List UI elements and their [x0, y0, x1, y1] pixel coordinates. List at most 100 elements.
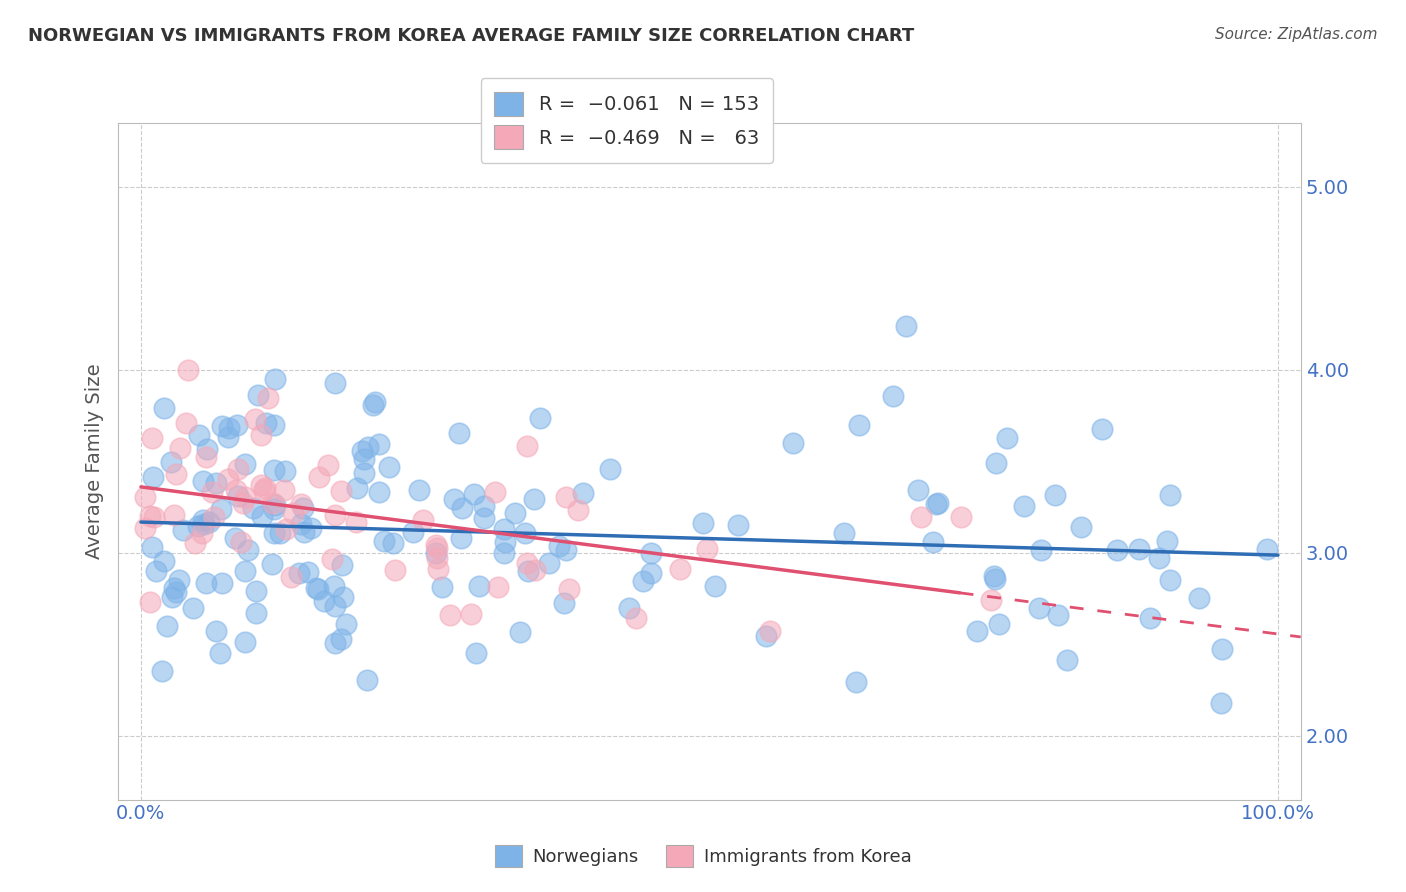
Point [467, 579, 489, 593]
Point [1159, 488, 1181, 502]
Point [264, 498, 287, 512]
Point [211, 576, 233, 591]
Point [263, 417, 285, 432]
Point [162, 581, 184, 595]
Point [292, 500, 315, 515]
Point [1128, 541, 1150, 556]
Point [907, 483, 929, 497]
Point [332, 591, 354, 605]
Point [167, 573, 190, 587]
Point [344, 515, 367, 529]
Point [134, 490, 156, 504]
Point [233, 490, 256, 504]
Point [443, 492, 465, 507]
Point [548, 539, 571, 553]
Point [184, 536, 207, 550]
Point [181, 601, 204, 615]
Point [465, 646, 488, 660]
Point [492, 546, 515, 560]
Point [208, 646, 231, 660]
Point [274, 522, 297, 536]
Point [373, 533, 395, 548]
Point [402, 525, 425, 540]
Point [692, 516, 714, 530]
Point [558, 582, 581, 597]
Point [1028, 600, 1050, 615]
Point [353, 452, 375, 467]
Point [202, 510, 225, 524]
Point [193, 516, 215, 531]
Point [253, 481, 276, 495]
Point [195, 442, 218, 456]
Point [357, 440, 380, 454]
Point [224, 531, 246, 545]
Point [330, 483, 353, 498]
Point [983, 569, 1005, 583]
Point [894, 318, 917, 333]
Point [704, 579, 727, 593]
Point [727, 517, 749, 532]
Point [925, 497, 948, 511]
Point [323, 508, 346, 522]
Point [252, 508, 274, 523]
Point [555, 542, 578, 557]
Point [274, 464, 297, 478]
Point [426, 562, 449, 576]
Point [211, 419, 233, 434]
Point [198, 515, 221, 529]
Point [832, 526, 855, 541]
Point [426, 541, 449, 556]
Point [249, 478, 271, 492]
Point [226, 462, 249, 476]
Point [567, 503, 589, 517]
Point [263, 372, 285, 386]
Point [759, 624, 782, 638]
Point [364, 395, 387, 409]
Point [281, 507, 304, 521]
Point [191, 526, 214, 541]
Point [141, 540, 163, 554]
Point [260, 557, 283, 571]
Point [463, 487, 485, 501]
Point [262, 496, 284, 510]
Point [245, 606, 267, 620]
Point [631, 574, 654, 588]
Point [209, 502, 232, 516]
Point [232, 496, 254, 510]
Point [174, 416, 197, 430]
Point [205, 475, 228, 490]
Text: NORWEGIAN VS IMMIGRANTS FROM KOREA AVERAGE FAMILY SIZE CORRELATION CHART: NORWEGIAN VS IMMIGRANTS FROM KOREA AVERA… [28, 27, 914, 45]
Point [225, 418, 247, 433]
Point [297, 565, 319, 579]
Point [447, 425, 470, 440]
Point [353, 466, 375, 480]
Point [145, 564, 167, 578]
Point [1211, 697, 1233, 711]
Point [696, 541, 718, 556]
Point [484, 484, 506, 499]
Point [299, 521, 322, 535]
Point [153, 401, 176, 415]
Point [927, 495, 949, 509]
Point [150, 665, 173, 679]
Point [1043, 488, 1066, 502]
Point [160, 590, 183, 604]
Point [305, 581, 328, 595]
Point [1070, 520, 1092, 534]
Point [523, 491, 546, 506]
Point [922, 535, 945, 549]
Point [503, 506, 526, 520]
Point [472, 511, 495, 525]
Point [492, 522, 515, 536]
Point [233, 458, 256, 472]
Point [323, 579, 346, 593]
Point [346, 481, 368, 495]
Point [553, 597, 575, 611]
Point [288, 566, 311, 581]
Point [599, 462, 621, 476]
Point [218, 421, 240, 435]
Point [617, 600, 640, 615]
Point [624, 611, 647, 625]
Point [201, 484, 224, 499]
Point [848, 417, 870, 432]
